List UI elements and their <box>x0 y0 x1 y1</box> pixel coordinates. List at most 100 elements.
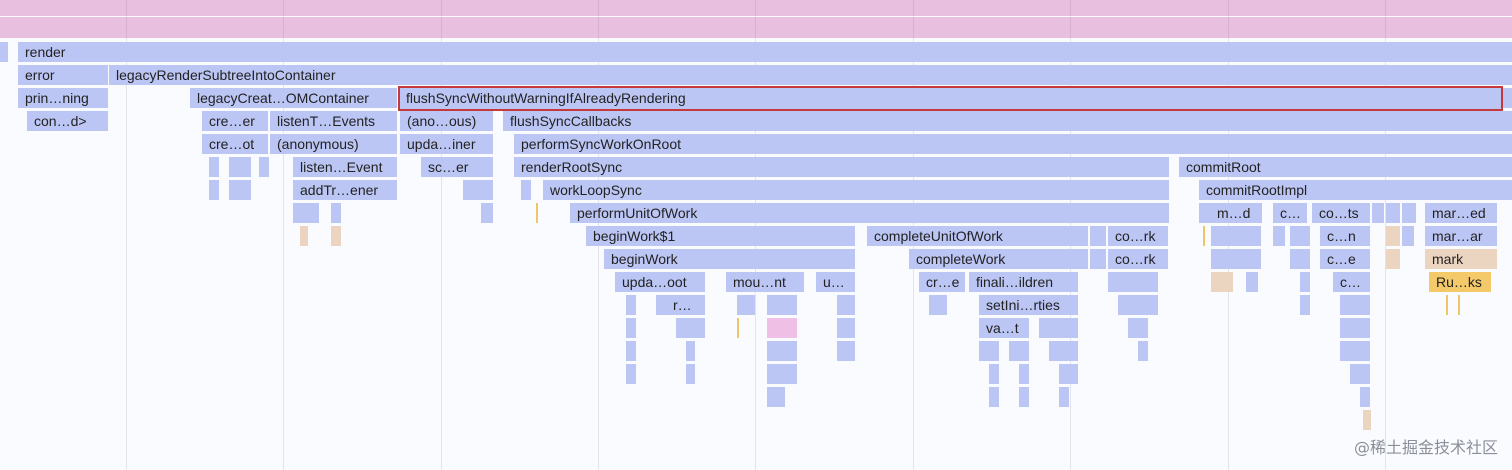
frame-small[interactable] <box>676 318 705 338</box>
frame-begin-work[interactable]: beginWork <box>604 249 855 269</box>
frame-small[interactable] <box>1128 318 1148 338</box>
frame-small[interactable] <box>767 341 797 361</box>
frame-listen-event[interactable]: listen…Event <box>293 157 397 177</box>
frame-small[interactable] <box>1402 226 1414 246</box>
frame-upda-iner[interactable]: upda…iner <box>400 134 493 154</box>
frame-small[interactable] <box>1049 341 1078 361</box>
frame-small[interactable] <box>229 180 251 200</box>
frame-small[interactable] <box>767 318 797 338</box>
frame-small[interactable] <box>837 295 855 315</box>
frame-small[interactable] <box>1340 318 1370 338</box>
frame-commit-root[interactable]: commitRoot <box>1179 157 1512 177</box>
frame-small[interactable] <box>481 203 493 223</box>
frame-work-loop-sync[interactable]: workLoopSync <box>543 180 1169 200</box>
frame-small[interactable] <box>1446 295 1448 315</box>
frame-mar-ed[interactable]: mar…ed <box>1425 203 1497 223</box>
frame-small[interactable] <box>1300 295 1310 315</box>
frame-small[interactable] <box>1108 272 1158 292</box>
frame-small[interactable] <box>1458 295 1460 315</box>
frame-upda-oot[interactable]: upda…oot <box>615 272 705 292</box>
frame-small[interactable] <box>837 341 855 361</box>
frame-small[interactable] <box>737 295 755 315</box>
frame-complete-work[interactable]: completeWork <box>909 249 1088 269</box>
frame-small[interactable] <box>1340 341 1370 361</box>
frame-c-n[interactable]: c…n <box>1320 226 1370 246</box>
frame-con-d[interactable]: con…d> <box>27 111 108 131</box>
frame-small[interactable] <box>737 318 739 338</box>
frame-mar-ar[interactable]: mar…ar <box>1425 226 1497 246</box>
frame-render-root-sync[interactable]: renderRootSync <box>514 157 1169 177</box>
frame-small[interactable] <box>0 42 8 62</box>
frame-small[interactable] <box>1019 364 1029 384</box>
frame-flush-sync-callbacks[interactable]: flushSyncCallbacks <box>503 111 1512 131</box>
frame-u-dots[interactable]: u… <box>816 272 855 292</box>
frame-small[interactable] <box>1090 226 1106 246</box>
frame-small[interactable] <box>1211 226 1261 246</box>
frame-co-rk-2[interactable]: co…rk <box>1108 249 1168 269</box>
frame-small[interactable] <box>1246 272 1258 292</box>
frame-perform-sync-work[interactable]: performSyncWorkOnRoot <box>514 134 1512 154</box>
frame-small[interactable] <box>989 364 999 384</box>
frame-set-ini-rties[interactable]: setIni…rties <box>979 295 1078 315</box>
frame-small[interactable] <box>686 341 695 361</box>
frame-small[interactable] <box>1386 203 1400 223</box>
frame-small[interactable] <box>1199 203 1211 223</box>
frame-gc[interactable] <box>1386 226 1400 246</box>
frame-small[interactable] <box>626 295 636 315</box>
frame-small[interactable] <box>1059 364 1078 384</box>
frame-small[interactable] <box>1503 88 1512 108</box>
frame-mark[interactable]: mark <box>1425 249 1497 269</box>
frame-small[interactable] <box>209 180 219 200</box>
frame-small[interactable] <box>626 364 636 384</box>
frame-co-ts[interactable]: co…ts <box>1312 203 1370 223</box>
frame-r-dots[interactable]: r… <box>666 295 705 315</box>
frame-render[interactable]: render <box>18 42 1512 62</box>
frame-mou-nt[interactable]: mou…nt <box>726 272 804 292</box>
frame-small[interactable] <box>1273 226 1285 246</box>
frame-gc[interactable] <box>300 226 308 246</box>
frame-small[interactable] <box>626 341 636 361</box>
frame-small[interactable] <box>656 295 666 315</box>
frame-small[interactable] <box>1290 226 1310 246</box>
frame-small[interactable] <box>1350 364 1370 384</box>
frame-small[interactable] <box>1118 295 1158 315</box>
frame-small[interactable] <box>767 364 797 384</box>
frame-gc[interactable] <box>1211 272 1233 292</box>
frame-small[interactable] <box>521 180 531 200</box>
frame-small[interactable] <box>1090 249 1106 269</box>
frame-small[interactable] <box>929 295 947 315</box>
frame-small[interactable] <box>1138 341 1148 361</box>
frame-perform-unit-of-work[interactable]: performUnitOfWork <box>570 203 1169 223</box>
frame-commit-root-impl[interactable]: commitRootImpl <box>1199 180 1512 200</box>
frame-va-t[interactable]: va…t <box>979 318 1029 338</box>
frame-co-rk-1[interactable]: co…rk <box>1108 226 1168 246</box>
frame-begin-work-1[interactable]: beginWork$1 <box>586 226 855 246</box>
frame-m-d[interactable]: m…d <box>1210 203 1262 223</box>
frame-gc[interactable] <box>331 226 341 246</box>
frame-small[interactable] <box>1059 387 1069 407</box>
frame-listen-events[interactable]: listenT…Events <box>270 111 397 131</box>
frame-cre-er[interactable]: cre…er <box>202 111 268 131</box>
frame-legacy-creat[interactable]: legacyCreat…OMContainer <box>190 88 397 108</box>
frame-small[interactable] <box>293 203 319 223</box>
frame-add-tr-ener[interactable]: addTr…ener <box>293 180 397 200</box>
task-row-top[interactable] <box>0 0 1512 16</box>
frame-small[interactable] <box>1372 203 1384 223</box>
frame-small[interactable] <box>1360 387 1370 407</box>
task-row[interactable] <box>0 17 1512 38</box>
frame-sc-er[interactable]: sc…er <box>421 157 493 177</box>
frame-small[interactable] <box>209 157 219 177</box>
frame-small[interactable] <box>1402 203 1416 223</box>
frame-cr-e[interactable]: cr…e <box>919 272 965 292</box>
frame-small[interactable] <box>837 318 855 338</box>
frame-small[interactable] <box>331 203 341 223</box>
frame-small[interactable] <box>1039 318 1078 338</box>
frame-small[interactable] <box>686 364 695 384</box>
frame-gc[interactable] <box>1386 249 1400 269</box>
frame-ano-ous[interactable]: (ano…ous) <box>400 111 493 131</box>
frame-small[interactable] <box>1340 295 1370 315</box>
frame-complete-unit-of-work[interactable]: completeUnitOfWork <box>867 226 1088 246</box>
frame-gc[interactable] <box>1363 410 1371 430</box>
frame-small[interactable] <box>1009 341 1029 361</box>
